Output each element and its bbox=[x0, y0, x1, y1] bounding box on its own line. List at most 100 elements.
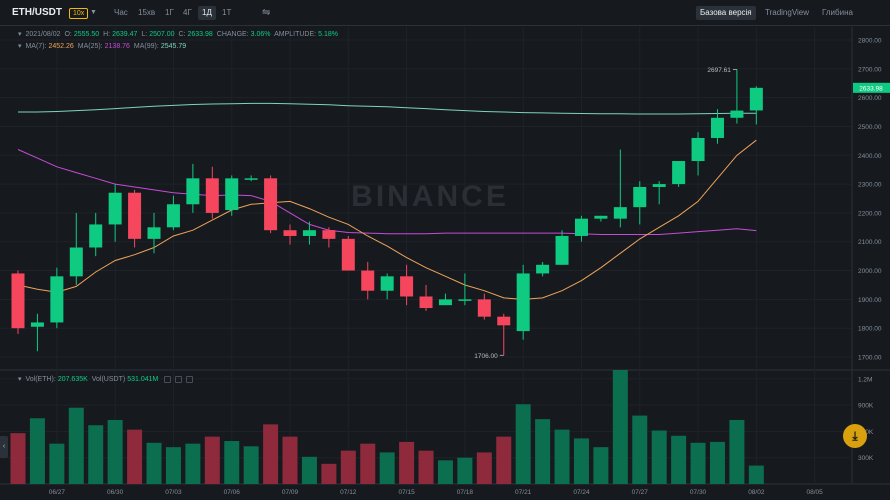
volume-bar bbox=[107, 419, 123, 484]
volume-bar bbox=[340, 450, 356, 484]
candles bbox=[11, 69, 763, 356]
candle-up bbox=[652, 184, 666, 187]
caret-icon: ▾ bbox=[18, 31, 22, 38]
legend-ma25: 2138.76 bbox=[104, 43, 130, 50]
candle-up bbox=[225, 178, 239, 211]
candle-down bbox=[341, 238, 355, 271]
volume-bar bbox=[593, 447, 609, 484]
legend-open: 2555.50 bbox=[73, 31, 100, 38]
price-markers: 2633.98 2697.61 1706.00 bbox=[474, 67, 890, 360]
ma99-line bbox=[18, 102, 757, 115]
date-tick-label: 07/12 bbox=[340, 489, 357, 496]
price-tick-label: 1700.00 bbox=[858, 355, 882, 362]
candle-up bbox=[30, 322, 44, 327]
legend-ma7: 2452.26 bbox=[48, 43, 74, 50]
candle-up bbox=[438, 299, 452, 306]
legend-settings-button[interactable] bbox=[164, 375, 172, 383]
date-tick-label: 07/18 bbox=[457, 489, 474, 496]
ma-legend: ▾ MA(7): 2452.26 MA(25): 2138.76 MA(99): 25… bbox=[18, 43, 187, 50]
volume-tick-label: 900K bbox=[858, 403, 874, 410]
candle-down bbox=[11, 273, 25, 329]
panel-handle-icon[interactable]: ‹ bbox=[0, 436, 8, 458]
candle-up bbox=[69, 247, 83, 277]
volume-bar bbox=[360, 443, 376, 484]
volume-bar bbox=[554, 429, 570, 484]
candle-up bbox=[710, 117, 724, 138]
volume-bars bbox=[10, 370, 764, 484]
volume-bar bbox=[437, 460, 453, 484]
candle-up bbox=[166, 204, 180, 228]
date-tick-label: 06/30 bbox=[107, 489, 124, 496]
interval-1h[interactable]: Час bbox=[114, 8, 128, 17]
view-basic[interactable]: Базова версія bbox=[696, 6, 756, 20]
legend-hide-button[interactable] bbox=[175, 375, 183, 383]
legend-date: 2021/08/02 bbox=[25, 31, 61, 38]
date-tick-label: 07/03 bbox=[165, 489, 182, 496]
price-tick-label: 2600.00 bbox=[858, 95, 882, 102]
candle-up bbox=[672, 161, 686, 185]
candlestick-chart[interactable]: BINANCE 1700.00 1800.00 1900.00 2000.00 2100… bbox=[0, 27, 890, 500]
ohlc-legend: ▾ 2021/08/02 O: 2555.50 H: 2639.47 L: 2507.… bbox=[18, 31, 338, 38]
ma99-path bbox=[18, 102, 757, 115]
pair-symbol[interactable]: ETH/USDT bbox=[12, 7, 62, 18]
candle-up bbox=[458, 299, 472, 301]
volume-bar bbox=[671, 435, 687, 484]
volume-bar bbox=[379, 452, 395, 484]
volume-bar bbox=[457, 457, 473, 484]
low-marker-label: 1706.00 bbox=[474, 353, 498, 360]
candle-down bbox=[205, 178, 219, 213]
volume-bar bbox=[612, 370, 628, 484]
leverage-badge: 10x bbox=[69, 8, 89, 19]
last-price-tag bbox=[853, 82, 890, 93]
interval-1h-alt[interactable]: 1Г bbox=[165, 8, 174, 17]
download-icon[interactable]: ⤓ bbox=[843, 424, 867, 448]
candle-up bbox=[594, 215, 608, 219]
chart-toolbar: ETH/USDT 10x ▼ Час 15хв 1Г 4Г 1Д 1Т ⇋ Ба… bbox=[0, 0, 890, 26]
legend-amplitude: 5.18% bbox=[318, 31, 338, 38]
interval-4h[interactable]: 4Г bbox=[183, 8, 192, 17]
candle-down bbox=[419, 296, 433, 309]
candle-down bbox=[361, 270, 375, 291]
date-tick-label: 06/27 bbox=[49, 489, 66, 496]
volume-bar bbox=[224, 441, 240, 484]
interval-15m[interactable]: 15хв bbox=[138, 8, 156, 17]
candle-up bbox=[50, 276, 64, 323]
date-tick-label: 08/02 bbox=[748, 489, 765, 496]
candle-up bbox=[147, 227, 161, 239]
candle-down bbox=[264, 178, 278, 231]
volume-bar bbox=[127, 429, 143, 484]
price-tick-label: 1800.00 bbox=[858, 326, 882, 333]
volume-bar bbox=[49, 443, 65, 484]
date-tick-label: 07/09 bbox=[282, 489, 299, 496]
ma7-line bbox=[17, 139, 757, 300]
chart-settings-icon[interactable]: ⇋ bbox=[262, 7, 271, 18]
date-tick-label: 07/06 bbox=[224, 489, 241, 496]
legend-close: 2633.98 bbox=[187, 31, 213, 38]
watermark: BINANCE bbox=[351, 180, 509, 213]
caret-icon: ▾ bbox=[18, 376, 22, 383]
caret-icon: ▾ bbox=[18, 43, 22, 50]
candle-up bbox=[633, 186, 647, 208]
candle-down bbox=[477, 299, 491, 317]
volume-bar bbox=[418, 450, 434, 484]
high-marker-label: 2697.61 bbox=[707, 67, 731, 74]
date-tick-label: 07/27 bbox=[632, 489, 649, 496]
legend-close-button[interactable] bbox=[186, 375, 194, 383]
price-tick-label: 2100.00 bbox=[858, 239, 882, 246]
volume-bar bbox=[690, 442, 706, 484]
candle-up bbox=[516, 273, 530, 332]
interval-1d[interactable]: 1Д bbox=[198, 6, 216, 20]
candle-up bbox=[574, 218, 588, 236]
ma25-line bbox=[17, 149, 757, 235]
ma7-path bbox=[17, 139, 757, 300]
pair-dropdown-icon[interactable]: ▼ bbox=[90, 9, 97, 16]
volume-tick-label: 300K bbox=[858, 455, 874, 462]
view-depth[interactable]: Глибина bbox=[822, 8, 853, 17]
volume-bar bbox=[88, 425, 104, 484]
candle-up bbox=[613, 207, 627, 219]
date-tick-label: 07/21 bbox=[515, 489, 532, 496]
interval-1w[interactable]: 1Т bbox=[222, 8, 232, 17]
volume-bar bbox=[709, 441, 725, 484]
view-tradingview[interactable]: TradingView bbox=[765, 8, 810, 17]
volume-bar bbox=[10, 433, 26, 484]
